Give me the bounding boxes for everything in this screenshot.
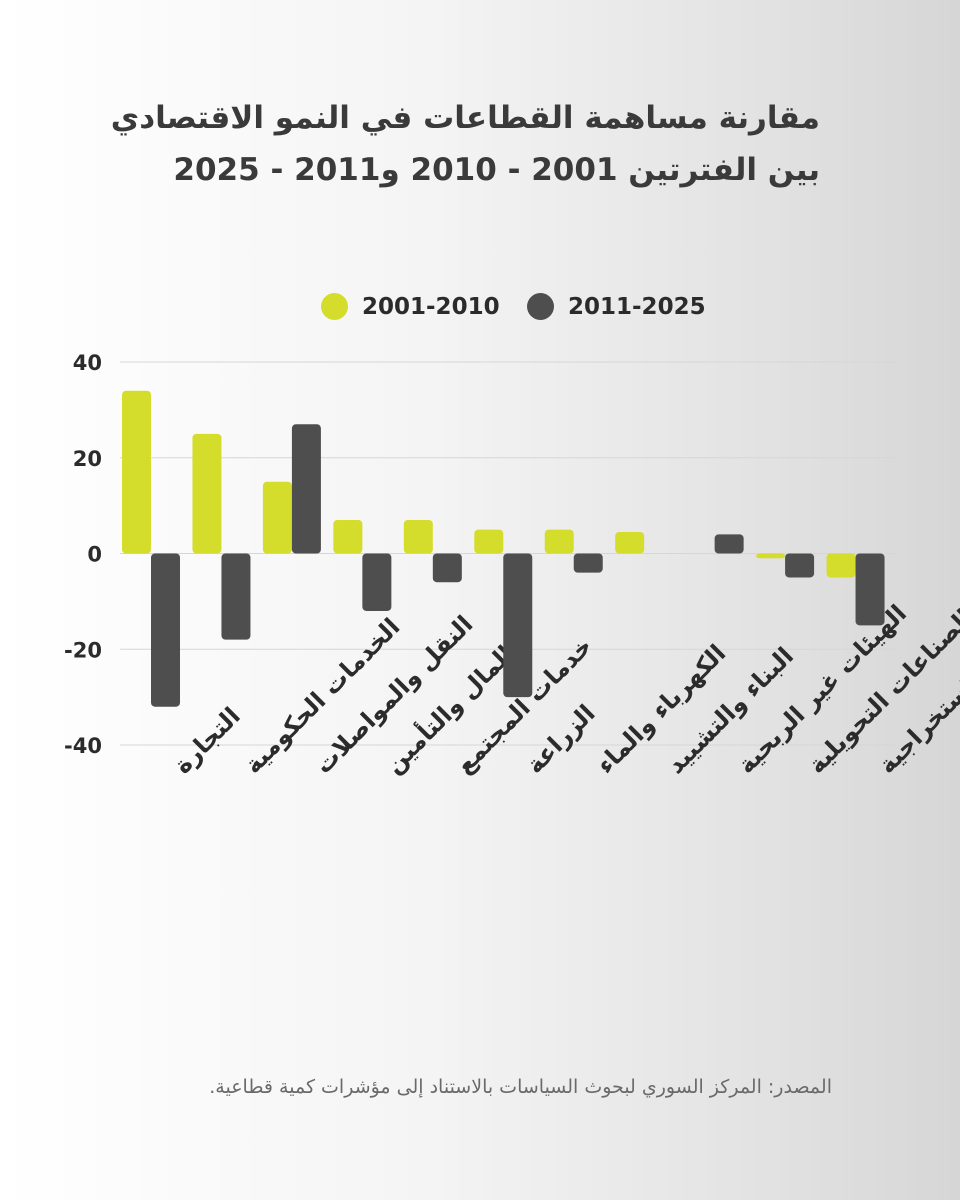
bar-2011-2025-6 [503, 553, 533, 698]
y-tick-label: -20 [64, 638, 102, 662]
bar-2001-2010-7 [544, 529, 574, 554]
bar-2001-2010-2 [192, 433, 222, 554]
chart-title-line-2: بين الفترتين 2001 - 2010 و2011 - 2025 [173, 152, 820, 188]
chart-title: مقارنة مساهمة القطاعات في النمو الاقتصاد… [110, 92, 820, 196]
x-tick-label: البناء والتشييد [662, 642, 799, 779]
bar-2001-2010-8 [615, 531, 645, 554]
x-tick-label: التجارة [168, 702, 245, 779]
x-tick-label: المال والتأمين [378, 639, 519, 780]
bar-2011-2025-1 [151, 553, 180, 707]
y-tick-label: 20 [73, 447, 102, 471]
bar-2011-2025-9 [714, 534, 744, 554]
legend-swatch-2011-2025 [527, 293, 554, 320]
bar-2001-2010-1 [122, 390, 151, 554]
bar-2011-2025-5 [432, 553, 462, 583]
x-tick-label: الكهرباء والماء [591, 639, 731, 779]
bar-2001-2010-4 [333, 519, 363, 554]
bar-2001-2010-3 [262, 481, 292, 554]
legend-item-2011-2025: 2011-2025 [527, 293, 706, 320]
source-note: المصدر: المركز السوري لبحوث السياسات بال… [209, 1076, 832, 1098]
chart-title-line-1: مقارنة مساهمة القطاعات في النمو الاقتصاد… [110, 100, 820, 136]
chart-legend: 2001-2010 2011-2025 [0, 293, 960, 333]
y-tick-label: 0 [87, 543, 102, 567]
bar-2001-2010-5 [403, 519, 433, 554]
bar-2011-2025-4 [362, 553, 392, 611]
bar-2011-2025-10 [785, 553, 815, 578]
bar-2011-2025-2 [221, 553, 251, 640]
legend-swatch-2001-2010 [321, 293, 348, 320]
y-tick-label: 40 [73, 351, 102, 375]
bar-2001-2010-6 [474, 529, 504, 554]
bar-2001-2010-11 [826, 553, 856, 578]
y-tick-label: -40 [64, 734, 102, 758]
legend-label-2001-2010: 2001-2010 [362, 293, 500, 320]
legend-label-2011-2025: 2011-2025 [568, 293, 706, 320]
legend-item-2001-2010: 2001-2010 [321, 293, 500, 320]
bar-2001-2010-10 [756, 553, 786, 559]
bar-2011-2025-11 [855, 553, 885, 626]
bar-2011-2025-3 [291, 424, 321, 554]
bar-2011-2025-7 [573, 553, 603, 573]
